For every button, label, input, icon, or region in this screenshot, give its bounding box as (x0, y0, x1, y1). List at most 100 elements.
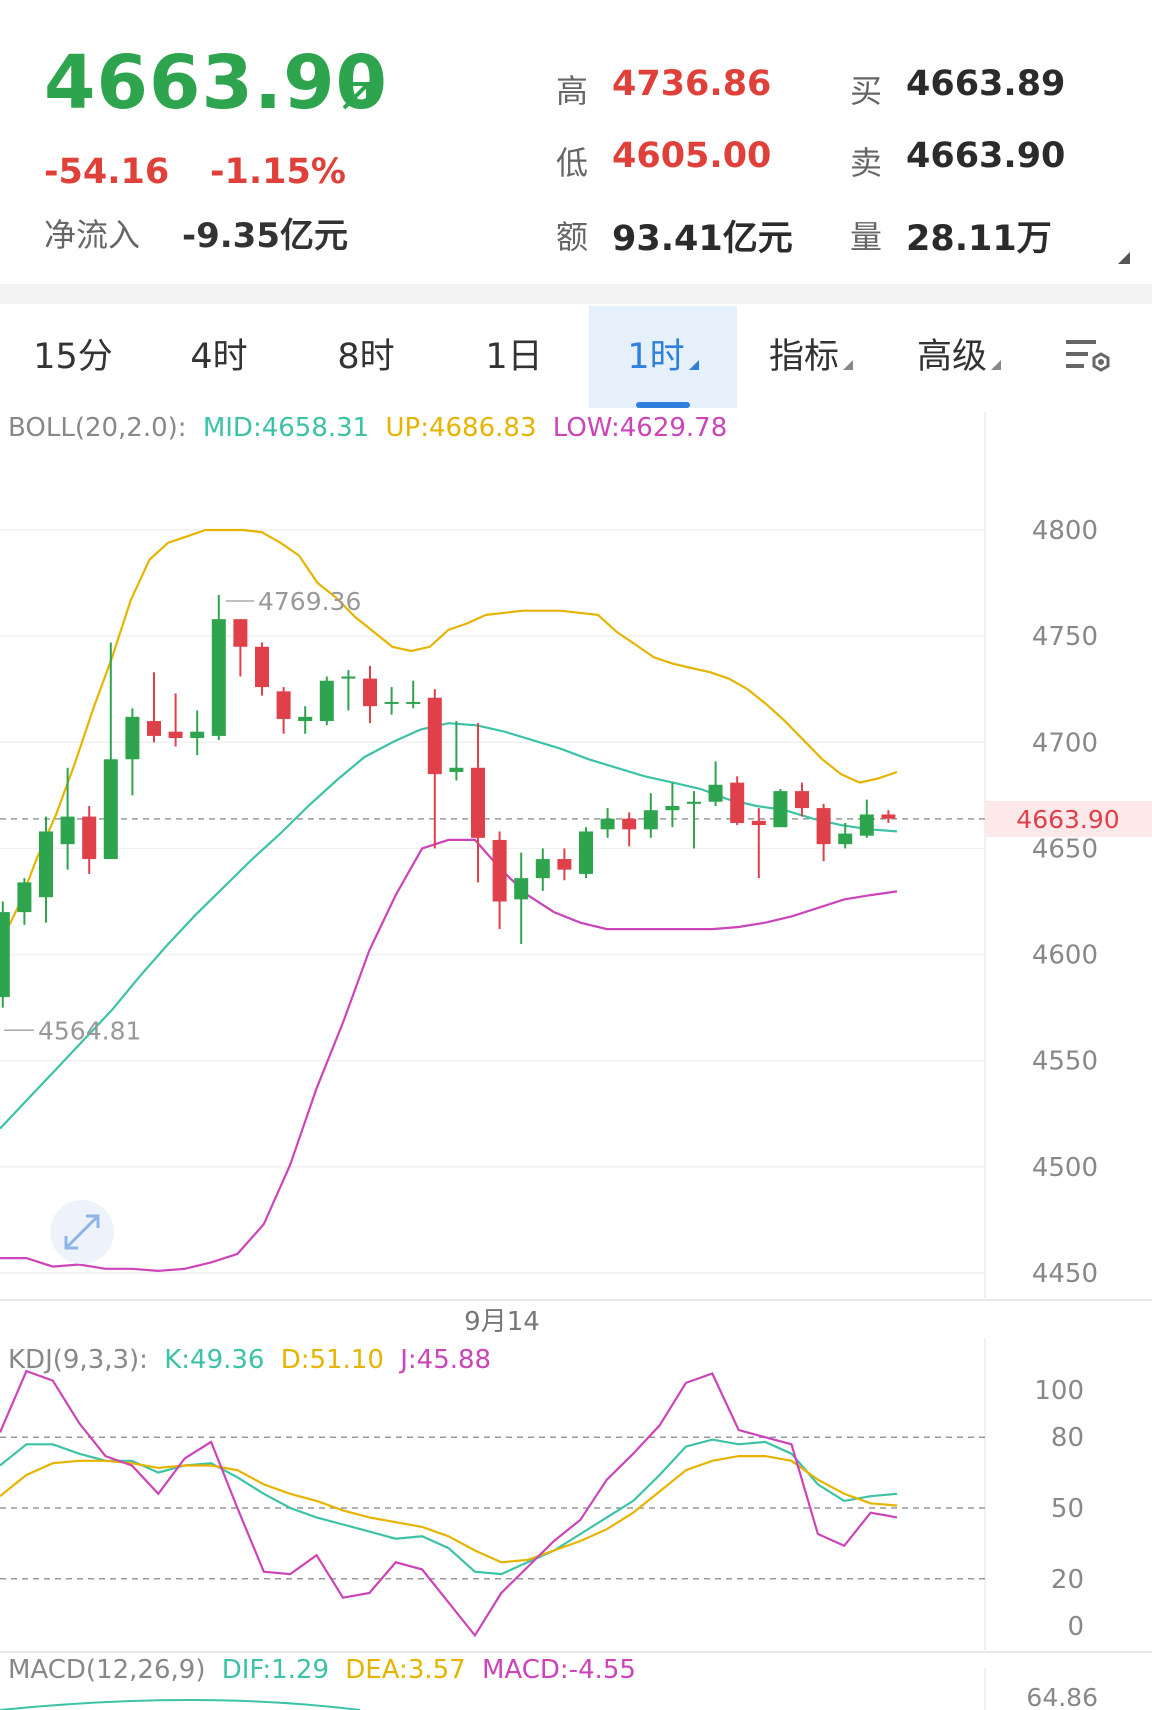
dropdown-triangle-icon (843, 360, 853, 370)
candle-down (730, 782, 745, 823)
tab-15min[interactable]: 15分 (0, 306, 146, 408)
buy-label: 买 (850, 72, 883, 110)
low-value: 4605.00 (612, 136, 772, 176)
candle-up (211, 619, 226, 736)
macd-legend: MACD(12,26,9) DIF:1.29 DEA:3.57 MACD:-4.… (8, 1655, 636, 1685)
tab-label: 1时 (627, 337, 685, 377)
up-arrow-icon (342, 82, 370, 110)
kdj-k-line (0, 1438, 898, 1576)
period-tabs: 15分 4时 8时 1日 1时 指标 高级 (0, 306, 1152, 408)
boll-legend-up: UP:4686.83 (386, 413, 537, 443)
candle-up (838, 833, 853, 845)
candle-down (492, 839, 507, 902)
boll-upper-line (0, 528, 898, 945)
net-inflow-value: -9.35亿元 (182, 216, 348, 256)
candle-down (363, 678, 377, 707)
kdj-legend-d: D:51.10 (281, 1345, 384, 1375)
candle-down (276, 691, 291, 719)
candle-up (535, 859, 550, 879)
buy-value: 4663.89 (906, 64, 1066, 104)
candle-up (39, 831, 53, 898)
net-inflow-label: 净流入 (44, 216, 141, 254)
candle-up (190, 731, 205, 739)
candle-up (341, 676, 356, 679)
kdj-j-line (0, 1369, 898, 1638)
amount-label: 额 (556, 218, 589, 256)
candle-down (751, 820, 766, 826)
kdj-y-tick-label: 50 (1051, 1494, 1084, 1524)
tab-advanced[interactable]: 高级 (885, 306, 1033, 408)
active-tab-indicator (636, 402, 690, 408)
boll-legend-mid: MID:4658.31 (203, 413, 369, 443)
boll-legend: BOLL(20,2.0): MID:4658.31 UP:4686.83 LOW… (8, 413, 727, 443)
candle-down (147, 721, 161, 736)
tab-8hour[interactable]: 8时 (292, 306, 440, 408)
candle-up (103, 759, 118, 860)
last-price-tag (985, 800, 1152, 837)
candle-up (643, 810, 658, 830)
tab-label: 4时 (190, 337, 248, 377)
candle-up (60, 816, 75, 845)
y-tick-label: 4450 (1032, 1259, 1098, 1289)
candle-up (0, 912, 10, 998)
candle-up (579, 831, 593, 874)
tab-1hour[interactable]: 1时 (589, 306, 737, 408)
y-tick-label: 4550 (1032, 1047, 1098, 1077)
macd-legend-name: MACD(12,26,9) (8, 1655, 205, 1685)
boll-legend-low: LOW:4629.78 (553, 413, 727, 443)
x-axis-date-label: 9月14 (464, 1307, 540, 1337)
kdj-legend-k: K:49.36 (164, 1345, 264, 1375)
kdj-y-tick-label: 20 (1051, 1565, 1084, 1595)
last-price: 4663.90 (44, 40, 389, 126)
fullscreen-icon[interactable] (50, 1200, 114, 1264)
kdj-legend: KDJ(9,3,3): K:49.36 D:51.10 J:45.88 (8, 1345, 491, 1375)
kdj-y-tick-label: 100 (1034, 1376, 1084, 1406)
dropdown-triangle-icon (688, 360, 699, 370)
candle-up (298, 716, 313, 722)
candle-down (557, 859, 572, 870)
min-price-label: 4564.81 (38, 1016, 141, 1045)
max-price-label: 4769.36 (258, 587, 361, 616)
candle-up (600, 818, 615, 830)
y-tick-label: 4600 (1032, 941, 1098, 971)
high-value: 4736.86 (612, 64, 772, 104)
macd-legend-macd: MACD:-4.55 (482, 1655, 636, 1685)
candle-down (471, 767, 485, 838)
dropdown-triangle-icon (991, 360, 1001, 370)
candle-down (816, 808, 831, 845)
tab-1day[interactable]: 1日 (440, 306, 588, 408)
y-tick-label: 4800 (1032, 516, 1098, 546)
tab-4hour[interactable]: 4时 (146, 306, 292, 408)
tab-indicators[interactable]: 指标 (737, 306, 885, 408)
candle-down (233, 619, 248, 647)
candle-up (406, 701, 421, 704)
candle-down (168, 731, 183, 739)
candle-down (427, 697, 442, 775)
candle-up (514, 878, 529, 900)
low-label: 低 (556, 144, 589, 182)
last-price-tag-label: 4663.90 (1016, 805, 1119, 834)
amount-value: 93.41亿元 (612, 219, 793, 259)
chart-settings-icon[interactable] (1064, 336, 1114, 380)
kdj-y-tick-label: 80 (1051, 1423, 1084, 1453)
tab-label: 8时 (337, 337, 395, 377)
y-tick-label: 4750 (1032, 622, 1098, 652)
price-change: -54.16 (44, 152, 170, 192)
candle-down (255, 646, 269, 688)
candle-down (881, 814, 896, 819)
kdj-legend-j: J:45.88 (398, 1345, 491, 1375)
kdj-y-tick-label: 0 (1067, 1612, 1084, 1642)
kdj-legend-name: KDJ(9,3,3): (8, 1345, 148, 1375)
y-tick-label: 4650 (1032, 834, 1098, 864)
candle-down (795, 791, 809, 809)
candle-up (687, 801, 701, 804)
y-tick-label: 4700 (1032, 728, 1098, 758)
boll-lower-line (0, 838, 898, 1273)
price-change-percent: -1.15% (210, 152, 346, 192)
section-divider (0, 284, 1152, 304)
candle-up (384, 701, 399, 704)
expand-corner-icon[interactable] (1118, 252, 1130, 264)
tab-label: 1日 (485, 337, 543, 377)
candle-down (622, 818, 637, 830)
